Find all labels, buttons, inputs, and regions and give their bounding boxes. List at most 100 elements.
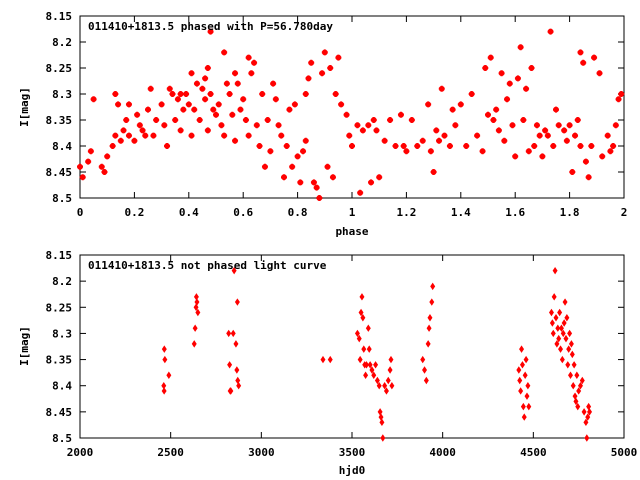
phased-data-point	[278, 132, 285, 139]
unphased-data-point	[570, 381, 576, 390]
phased-data-point	[414, 143, 421, 149]
phased-data-point	[528, 65, 535, 71]
phased-data-point	[177, 127, 184, 134]
phased-data-point	[436, 137, 443, 144]
phased-data-point	[297, 179, 304, 186]
unphased-y-axis-label: I[mag]	[18, 326, 31, 366]
phased-data-point	[248, 70, 255, 77]
phased-plot-title: 011410+1813.5 phased with P=56.780day	[88, 20, 333, 33]
phased-data-point	[177, 91, 184, 97]
phased-data-point	[599, 153, 606, 160]
unphased-data-point	[422, 366, 428, 374]
phased-data-point	[115, 101, 122, 108]
phased-data-point	[218, 122, 225, 129]
unphased-data-point	[585, 413, 591, 421]
phased-data-point	[123, 117, 130, 123]
phased-data-point	[354, 122, 361, 129]
unphased-data-point	[571, 361, 577, 369]
phased-data-point	[427, 148, 434, 155]
phased-data-point	[392, 143, 399, 149]
phased-data-point	[240, 96, 247, 103]
phased-data-point	[242, 117, 249, 123]
phased-x-tick-label: 1.2	[396, 206, 416, 219]
unphased-data-point	[555, 324, 561, 332]
phased-data-point	[275, 122, 282, 129]
phased-data-point	[359, 127, 366, 134]
unphased-data-point	[567, 329, 573, 338]
unphased-data-point	[371, 371, 377, 379]
phased-data-point	[425, 101, 432, 108]
phased-data-point	[196, 117, 203, 123]
phased-data-point	[482, 65, 489, 71]
unphased-data-point	[552, 266, 558, 275]
phased-data-point	[264, 117, 271, 123]
phased-data-point	[77, 163, 83, 170]
phased-data-point	[237, 106, 244, 113]
phased-data-point	[112, 91, 119, 97]
phased-data-point	[332, 91, 339, 97]
unphased-data-point	[579, 376, 585, 385]
unphased-data-point	[558, 324, 564, 332]
phased-data-point	[569, 169, 576, 175]
phased-y-tick-label: 8.2	[52, 36, 72, 49]
unphased-data-point	[519, 361, 525, 369]
phased-data-point	[566, 122, 573, 129]
unphased-data-point	[525, 381, 531, 390]
phased-data-point	[520, 117, 527, 123]
unphased-x-tick-label: 3000	[248, 446, 275, 459]
unphased-data-point	[427, 314, 433, 322]
phased-data-point	[514, 75, 521, 82]
unphased-data-point	[379, 418, 385, 427]
phased-data-point	[504, 96, 511, 103]
phased-data-point	[542, 127, 549, 134]
phased-data-point	[193, 80, 200, 87]
unphased-y-ticks: 8.15 8.2 8.25 8.3 8.35 8.4 8.45 8.5	[46, 249, 624, 445]
phased-data-point	[376, 174, 383, 181]
phased-data-point	[365, 122, 372, 129]
phased-data-point	[329, 174, 336, 181]
unphased-y-tick-label: 8.4	[52, 380, 72, 393]
phased-data-point	[580, 59, 587, 66]
unphased-data-point	[191, 340, 197, 348]
phased-data-point	[131, 137, 138, 144]
unphased-data-point	[564, 314, 570, 322]
phased-data-point	[150, 132, 157, 139]
unphased-data-point	[195, 308, 201, 317]
phased-data-point	[221, 49, 228, 56]
unphased-data-point	[228, 387, 234, 395]
phased-data-point	[245, 132, 252, 139]
unphased-data-point	[235, 376, 241, 385]
unphased-data-point	[230, 329, 236, 338]
unphased-data-point	[551, 293, 557, 301]
phased-y-tick-label: 8.45	[46, 166, 73, 179]
phased-data-point	[533, 122, 540, 129]
phased-data-point	[539, 153, 546, 160]
unphased-x-axis-label: hjd0	[339, 464, 366, 477]
phased-data-point	[286, 106, 293, 113]
unphased-data-point	[426, 324, 432, 332]
unphased-data-point	[561, 319, 567, 327]
phased-x-tick-label: 1.8	[560, 206, 580, 219]
phased-data-point	[215, 101, 222, 108]
unphased-data-point	[583, 418, 589, 427]
unphased-data-point	[193, 303, 199, 312]
phased-data-point	[199, 85, 206, 92]
phased-data-point	[441, 132, 448, 139]
unphased-data-point	[320, 355, 326, 364]
phased-data-point	[270, 80, 277, 87]
unphased-data-point	[327, 355, 333, 364]
phased-data-point	[324, 163, 331, 170]
unphased-data-point	[378, 413, 384, 421]
phased-data-point	[188, 132, 195, 139]
phased-data-point	[191, 106, 198, 113]
phased-data-point	[357, 189, 364, 196]
phased-data-point	[446, 143, 453, 149]
unphased-data-point	[587, 408, 593, 416]
unphased-x-ticks: 2000 2500 3000 3500 4000 4500 5000	[67, 255, 637, 459]
phased-data-point	[253, 122, 260, 129]
unphased-data-point	[227, 361, 233, 369]
unphased-data-point	[523, 355, 529, 364]
phased-data-point	[134, 111, 141, 118]
unphased-data-point	[548, 308, 554, 317]
unphased-data-point	[234, 366, 240, 374]
